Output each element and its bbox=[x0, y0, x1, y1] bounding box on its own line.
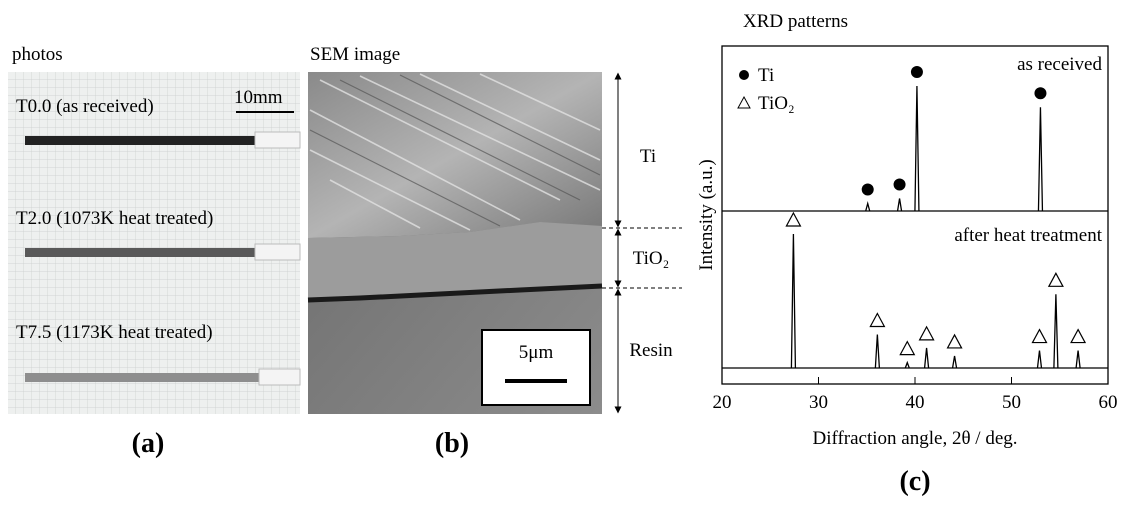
x-tick-label: 30 bbox=[809, 392, 828, 413]
legend-marker bbox=[738, 97, 750, 108]
rod-tip bbox=[259, 369, 300, 385]
peak bbox=[953, 356, 957, 368]
panel-label: (a) bbox=[132, 428, 165, 459]
peak bbox=[1076, 351, 1080, 368]
peak bbox=[915, 86, 919, 211]
x-axis-label: Diffraction angle, 2θ / deg. bbox=[812, 428, 1017, 449]
sample-label: T2.0 (1073K heat treated) bbox=[16, 208, 213, 229]
scale-label: 5μm bbox=[519, 342, 554, 363]
layer-label: Ti bbox=[640, 146, 656, 167]
sample-label: T0.0 (as received) bbox=[16, 96, 154, 117]
panel-title: SEM image bbox=[310, 44, 400, 65]
marker bbox=[920, 327, 934, 340]
panel-label: (b) bbox=[435, 428, 469, 459]
marker bbox=[894, 179, 906, 191]
annotation: after heat treatment bbox=[954, 225, 1102, 246]
marker bbox=[900, 342, 914, 355]
peak bbox=[1037, 351, 1041, 368]
chart-title: XRD patterns bbox=[743, 11, 848, 32]
legend-marker bbox=[739, 70, 749, 80]
marker bbox=[1032, 330, 1046, 343]
marker bbox=[1049, 273, 1063, 286]
rod bbox=[25, 136, 257, 145]
x-tick-label: 60 bbox=[1099, 392, 1118, 413]
peak bbox=[898, 199, 902, 212]
peak bbox=[1038, 107, 1042, 211]
peak bbox=[925, 348, 929, 368]
x-tick-label: 50 bbox=[1002, 392, 1021, 413]
marker bbox=[911, 66, 923, 78]
marker bbox=[870, 314, 884, 327]
peak bbox=[1054, 294, 1058, 368]
marker bbox=[948, 335, 962, 348]
peak bbox=[875, 335, 879, 369]
marker bbox=[1071, 330, 1085, 343]
marker bbox=[786, 213, 800, 226]
legend-label: TiO₂ bbox=[758, 93, 795, 114]
photo bbox=[8, 72, 300, 414]
marker bbox=[862, 184, 874, 196]
sample-label: T7.5 (1173K heat treated) bbox=[16, 322, 213, 343]
panel-label: (c) bbox=[899, 466, 930, 497]
y-axis-label: Intensity (a.u.) bbox=[696, 159, 717, 270]
marker bbox=[1034, 87, 1046, 99]
scale-label: 10mm bbox=[234, 87, 283, 108]
legend-label: Ti bbox=[758, 65, 774, 86]
panel-title: photos bbox=[12, 44, 63, 65]
figure: photos T0.0 (as received) 10mm T2.0 (107… bbox=[0, 0, 1121, 500]
layer-label: TiO₂ bbox=[633, 248, 670, 269]
xrd-chart: 20 30 40 50 60 as received after heat treatmen… bbox=[713, 54, 1118, 413]
rod-tip bbox=[255, 244, 300, 260]
rod bbox=[25, 248, 257, 257]
peak bbox=[866, 204, 870, 212]
rod bbox=[25, 373, 261, 382]
x-tick-label: 40 bbox=[906, 392, 925, 413]
peak bbox=[905, 363, 909, 368]
annotation: as received bbox=[1017, 54, 1102, 75]
peak bbox=[791, 234, 795, 368]
rod-tip bbox=[255, 132, 300, 148]
layer-label: Resin bbox=[629, 340, 673, 361]
x-tick-label: 20 bbox=[713, 392, 732, 413]
